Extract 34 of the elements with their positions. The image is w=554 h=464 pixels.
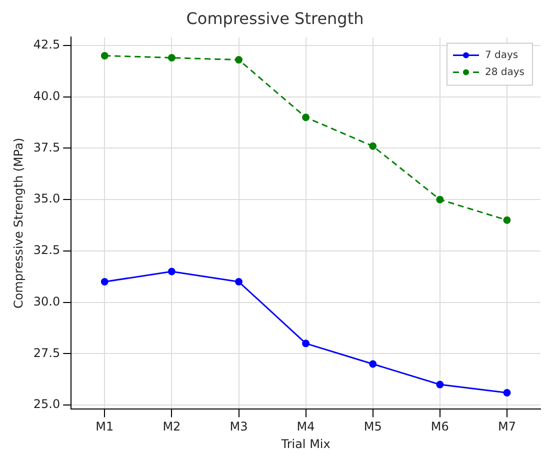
point bbox=[235, 56, 243, 64]
y-tick-label: 25.0 bbox=[33, 397, 60, 412]
x-tick-label: M1 bbox=[96, 420, 114, 434]
x-tick-label: M2 bbox=[162, 420, 181, 434]
chart-title: Compressive Strength bbox=[186, 8, 364, 28]
point bbox=[369, 360, 377, 368]
point bbox=[302, 340, 310, 348]
y-tick-label: 42.5 bbox=[33, 38, 60, 52]
point bbox=[436, 380, 444, 388]
y-tick-label: 40.0 bbox=[33, 88, 60, 103]
point bbox=[503, 389, 511, 397]
y-tick-label: 30.0 bbox=[33, 294, 60, 308]
y-axis-title: Compressive Strength (MPa) bbox=[11, 138, 26, 309]
legend-label: 7 days bbox=[484, 50, 518, 61]
point bbox=[168, 54, 176, 62]
y-tick-label: 37.5 bbox=[33, 140, 60, 154]
point bbox=[235, 278, 243, 286]
x-tick-label: M3 bbox=[230, 420, 248, 434]
legend-label: 28 days bbox=[484, 66, 525, 78]
y-tick-label: 35.0 bbox=[33, 192, 60, 206]
point bbox=[168, 268, 176, 276]
y-tick-label: 27.5 bbox=[33, 346, 60, 360]
x-tick-label: M7 bbox=[498, 420, 516, 434]
x-tick-label: M4 bbox=[296, 420, 315, 434]
y-tick-label: 32.5 bbox=[33, 243, 60, 258]
x-tick-label: M5 bbox=[364, 420, 382, 434]
point bbox=[302, 114, 310, 122]
point bbox=[369, 142, 377, 150]
x-tick-label: M6 bbox=[430, 420, 449, 434]
point bbox=[100, 52, 108, 60]
x-axis-title: Trial Mix bbox=[280, 436, 330, 451]
point bbox=[436, 196, 444, 204]
point bbox=[100, 278, 108, 286]
point bbox=[503, 216, 511, 224]
